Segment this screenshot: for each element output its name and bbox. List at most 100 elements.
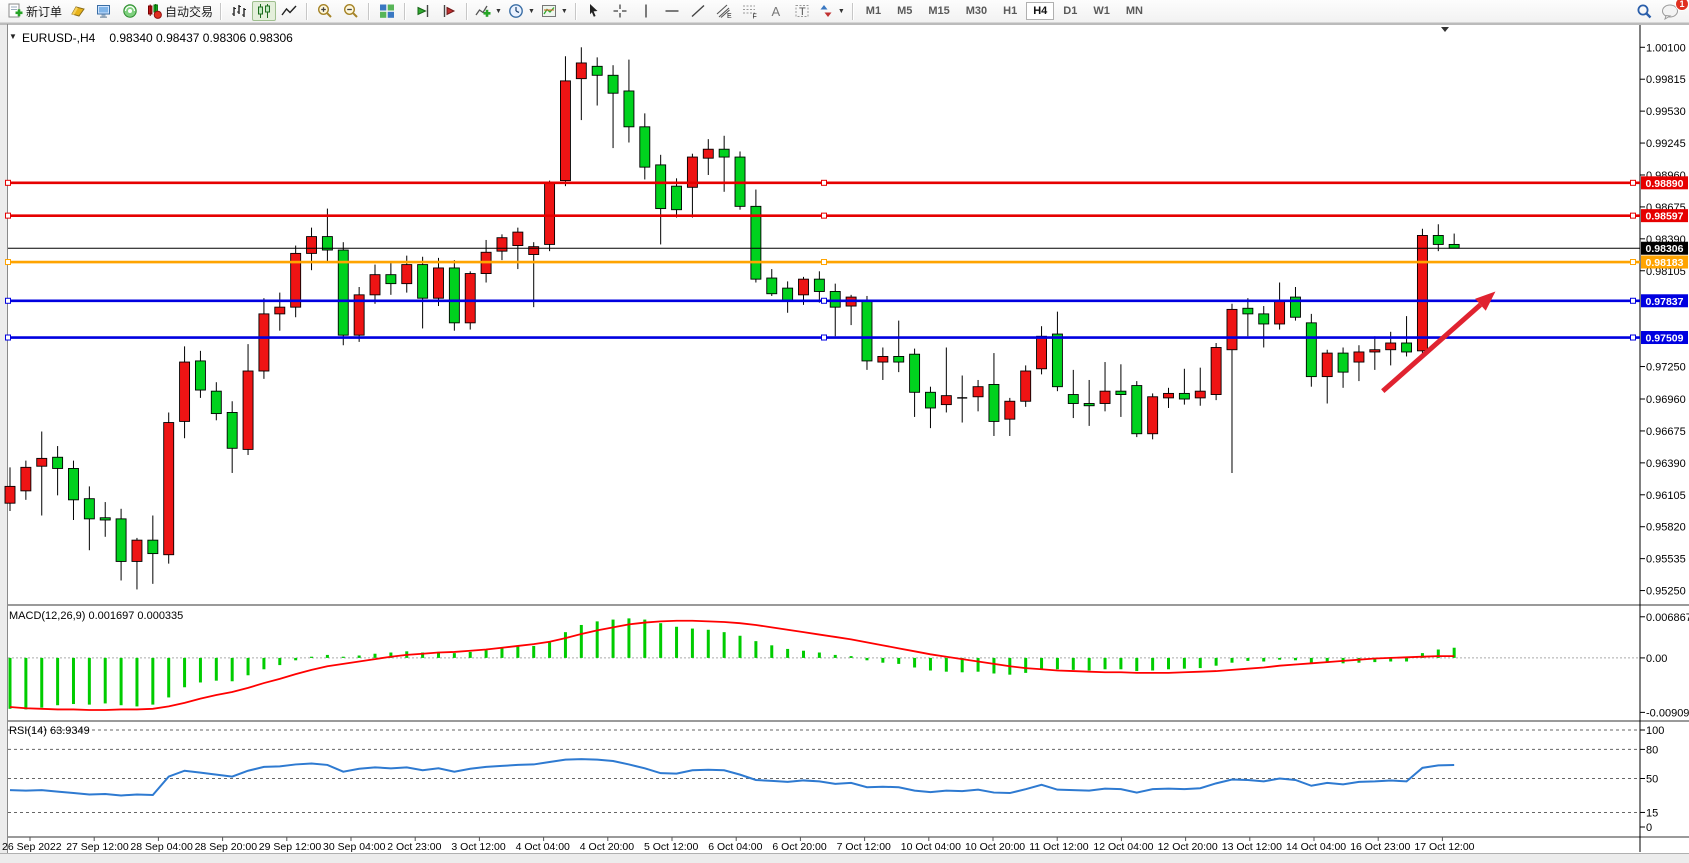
price-badge (1641, 209, 1688, 223)
svg-text:E: E (727, 13, 732, 19)
svg-text:0.98183: 0.98183 (1646, 257, 1684, 269)
time-label: 17 Oct 12:00 (1414, 841, 1474, 853)
chart-shift-icon (443, 5, 456, 17)
svg-text:F: F (752, 14, 756, 20)
trend-arrow[interactable] (1381, 291, 1496, 394)
time-label: 12 Oct 20:00 (1158, 841, 1218, 853)
zoom-in-button[interactable] (312, 1, 338, 21)
timeframe-MN[interactable]: MN (1125, 5, 1143, 17)
trendline-button[interactable] (685, 1, 711, 21)
timeframe-D1[interactable]: D1 (1063, 5, 1078, 17)
timeframe-M5[interactable]: M5 (897, 5, 913, 17)
text-label-button[interactable]: T (789, 1, 815, 21)
templates-button[interactable]: ▼ (538, 1, 571, 21)
arrows-button[interactable]: ▼ (815, 1, 848, 21)
macd-signal-line (9, 619, 1455, 711)
gold-tool-button[interactable] (65, 1, 91, 21)
equidistant-channel-button[interactable]: E (711, 1, 737, 21)
monitor-icon (97, 5, 111, 18)
chart-collapse-icon[interactable]: ▼ (9, 32, 17, 41)
zoom-in-icon (318, 3, 332, 18)
vertical-line-button[interactable] (633, 1, 659, 21)
auto-scroll-button[interactable] (410, 1, 436, 21)
add-indicator-icon (475, 5, 491, 17)
time-axis[interactable]: 26 Sep 2022 27 Sep 12:00 28 Sep 04:00 28 Se… (2, 837, 1475, 853)
fibonacci-button[interactable]: F (737, 1, 763, 21)
time-label: 11 Oct 12:00 (1029, 841, 1089, 853)
svg-text:0.97509: 0.97509 (1646, 333, 1684, 345)
svg-text:100: 100 (1646, 725, 1664, 737)
svg-text:0.99815: 0.99815 (1646, 74, 1686, 86)
candlestick-chart-icon (258, 4, 271, 18)
text-button[interactable]: A (763, 1, 789, 21)
time-label: 10 Oct 04:00 (901, 841, 961, 853)
line-chart-button[interactable] (276, 1, 302, 21)
horizontal-line-button[interactable] (659, 1, 685, 21)
timeframe-M15[interactable]: M15 (928, 5, 950, 17)
chart-canvas[interactable]: 1.001000.998150.995300.992450.989600.986… (0, 23, 1689, 858)
vertical-line-icon (645, 4, 647, 18)
periods-button[interactable]: ▼ (505, 1, 538, 21)
svg-text:80: 80 (1646, 744, 1658, 756)
chart-shift-button[interactable] (436, 1, 462, 21)
time-label: 6 Oct 20:00 (772, 841, 826, 853)
svg-text:0: 0 (1646, 822, 1652, 834)
macd-pane: 0.006867 0.00 -0.009094 (8, 612, 1689, 719)
add-indicator-button[interactable]: ▼ (472, 1, 505, 21)
crosshair-button[interactable] (607, 1, 633, 21)
clock-icon (509, 4, 523, 18)
bar-chart-button[interactable] (226, 1, 252, 21)
horizontal-line-icon (665, 10, 679, 12)
timeframe-H4[interactable]: H4 (1026, 2, 1055, 20)
candlestick-chart-button[interactable] (252, 1, 277, 21)
main-toolbar: 新订单 自动交易 (0, 0, 1689, 23)
line-chart-icon (281, 5, 297, 16)
chart-window[interactable]: 1.00100 0.99815 0.99530 0.99245 0.98960 0.986… (0, 23, 1689, 858)
horizontal-line-0.98890[interactable]: 0.98890 (5, 176, 1689, 190)
rsi-pane: 100 80 50 15 0 (8, 725, 1664, 834)
auto-trading-button[interactable]: 自动交易 (143, 1, 216, 21)
current-price-badge (1641, 241, 1688, 255)
tile-windows-button[interactable] (374, 1, 400, 21)
horizontal-line-0.98597[interactable]: 0.98597 (5, 209, 1689, 223)
new-order-button[interactable]: 新订单 (4, 1, 65, 21)
signal-icon (123, 4, 137, 18)
svg-text:0.97837: 0.97837 (1646, 296, 1684, 308)
horizontal-line-0.97509[interactable]: 0.97509 (5, 331, 1689, 345)
svg-text:A: A (771, 4, 780, 19)
horizontal-line-0.98183[interactable]: 0.98183 (5, 255, 1689, 270)
timeframe-M30[interactable]: M30 (965, 5, 988, 17)
svg-text:0.006867: 0.006867 (1646, 612, 1689, 624)
time-label: 14 Oct 04:00 (1286, 841, 1346, 853)
toolbar-separator (574, 2, 577, 20)
horizontal-line-0.97837[interactable]: 0.97837 (5, 294, 1689, 308)
timeframe-H1[interactable]: H1 (1003, 5, 1018, 17)
timeframe-M1[interactable]: M1 (865, 5, 882, 17)
zoom-out-button[interactable] (338, 1, 364, 21)
zoom-out-icon (344, 3, 358, 18)
notifications-button[interactable]: 1 (1657, 0, 1689, 21)
time-label: 29 Sep 12:00 (259, 841, 322, 853)
signal-button[interactable] (117, 1, 143, 21)
search-button[interactable] (1631, 1, 1657, 21)
chart-shift-marker[interactable] (1441, 27, 1449, 32)
svg-text:0.96105: 0.96105 (1646, 490, 1686, 502)
cursor-icon (589, 4, 598, 17)
auto-trading-label: 自动交易 (165, 4, 214, 19)
time-label: 27 Sep 12:00 (66, 841, 129, 853)
equidistant-channel-icon: E (716, 4, 732, 19)
toolbar-separator (368, 2, 371, 20)
market-watch-button[interactable] (91, 1, 117, 21)
svg-text:0.98890: 0.98890 (1646, 178, 1684, 190)
toolbar-separator (404, 2, 407, 20)
svg-text:T: T (799, 6, 806, 18)
cursor-button[interactable] (581, 1, 607, 21)
price-badge (1641, 294, 1688, 308)
candlestick-series (4, 47, 1460, 590)
timeframe-W1[interactable]: W1 (1093, 5, 1110, 17)
svg-text:1.00100: 1.00100 (1646, 42, 1686, 54)
svg-text:0.98597: 0.98597 (1646, 211, 1684, 223)
toolbar-right-group: 1 (1631, 0, 1689, 21)
time-label: 4 Oct 20:00 (580, 841, 634, 853)
time-label: 30 Sep 04:00 (323, 841, 386, 853)
